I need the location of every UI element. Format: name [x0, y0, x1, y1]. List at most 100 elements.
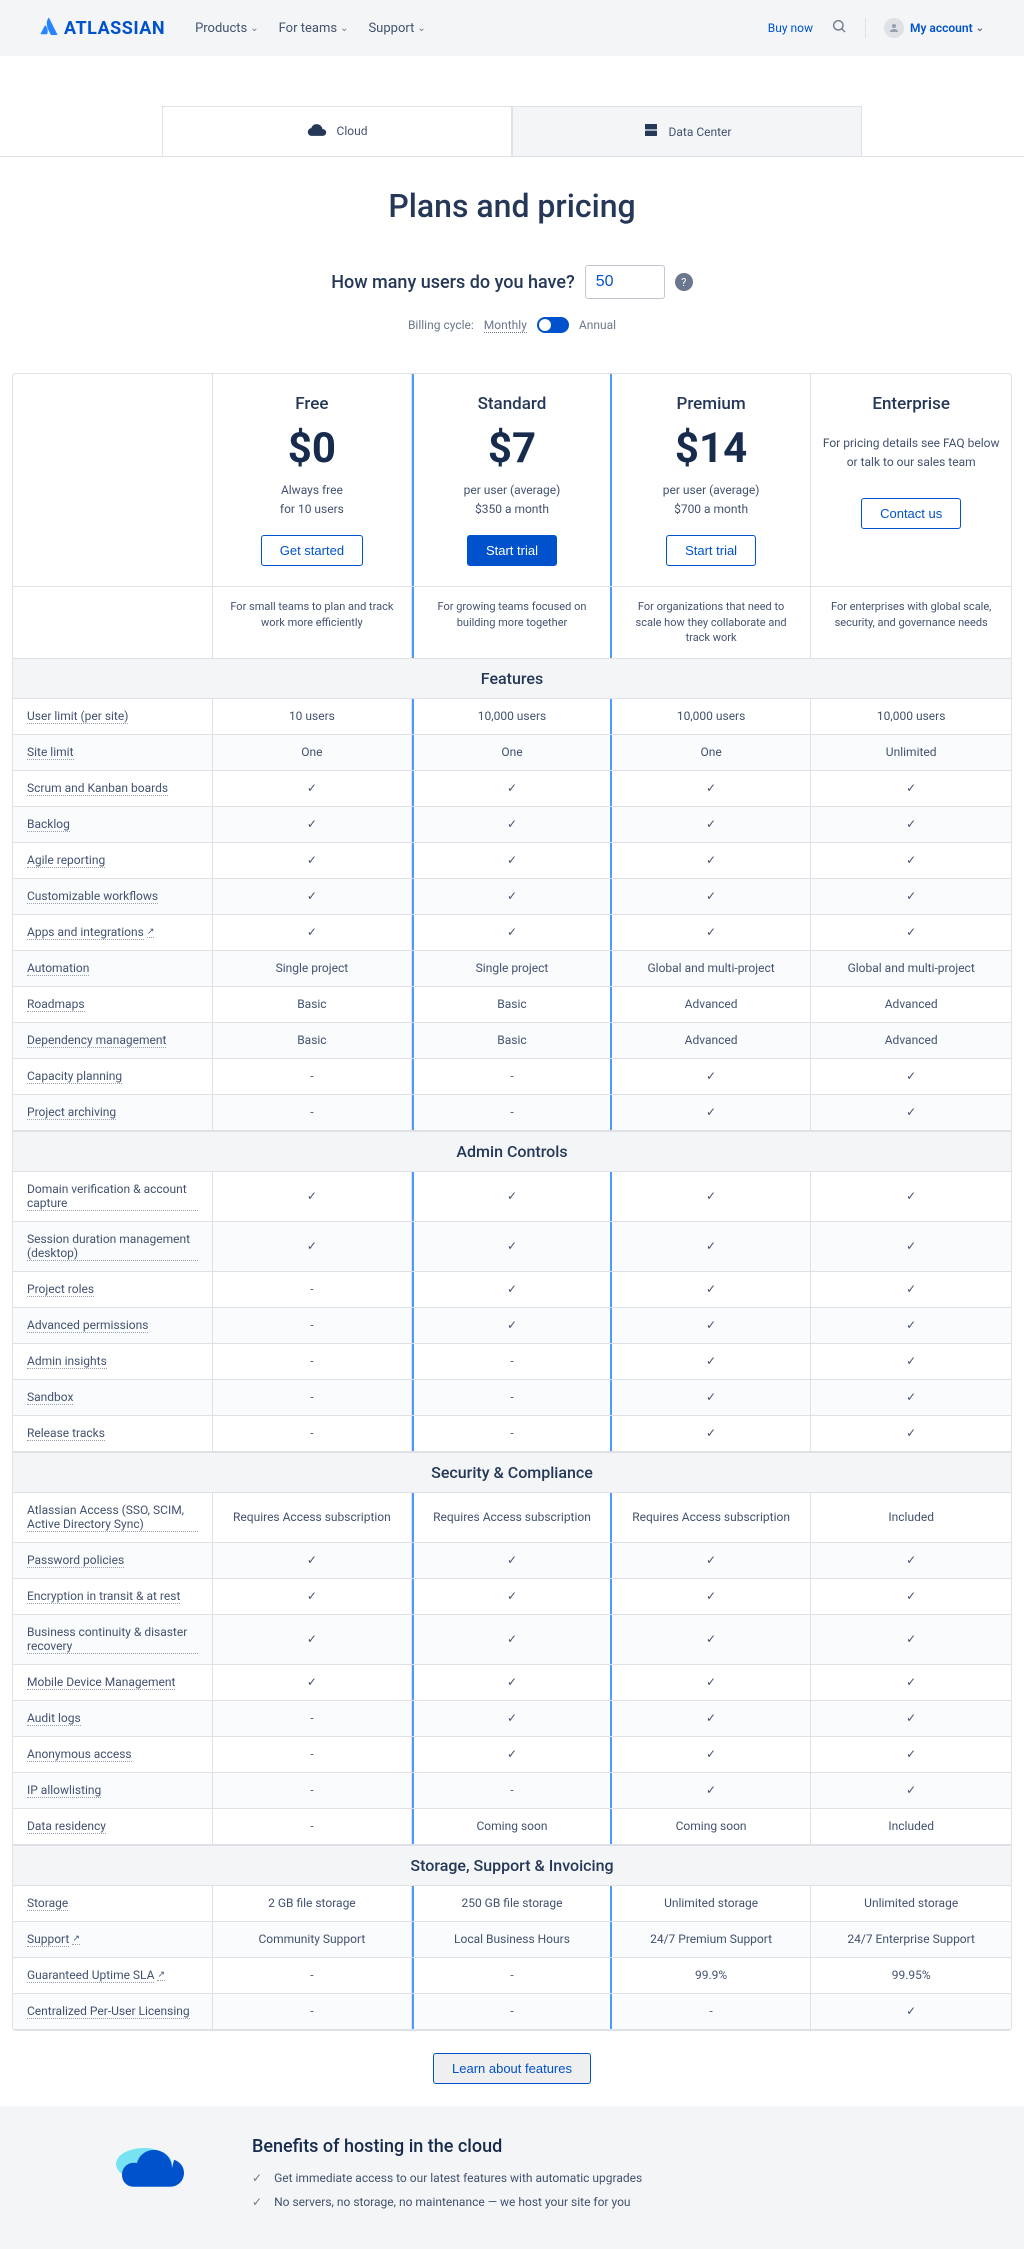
check-icon: ✓ — [906, 1553, 916, 1567]
check-icon: ✓ — [906, 2004, 916, 2018]
feature-row: Session duration management (desktop)✓✓✓… — [13, 1222, 1011, 1272]
check-icon: ✓ — [906, 1675, 916, 1689]
cloud-icon — [307, 123, 327, 140]
search-icon[interactable] — [831, 18, 847, 38]
billing-monthly[interactable]: Monthly — [484, 318, 527, 333]
feature-value: - — [213, 1344, 413, 1379]
contact-us-button[interactable]: Contact us — [861, 498, 961, 529]
feature-value: 99.95% — [811, 1958, 1011, 1993]
feature-value: ✓ — [612, 1665, 812, 1700]
billing-toggle[interactable] — [537, 317, 569, 333]
buy-now-link[interactable]: Buy now — [768, 21, 813, 35]
feature-value: ✓ — [811, 1579, 1011, 1614]
feature-label: Encryption in transit & at rest — [13, 1579, 213, 1614]
feature-value: ✓ — [612, 1579, 812, 1614]
feature-value: Local Business Hours — [412, 1922, 612, 1957]
nav-products[interactable]: Products⌄ — [195, 21, 259, 36]
nav-teams[interactable]: For teams⌄ — [279, 21, 349, 36]
avatar-icon — [884, 18, 904, 38]
benefits-title: Benefits of hosting in the cloud — [252, 2136, 642, 2157]
check-icon: ✓ — [906, 1239, 916, 1253]
tab-datacenter[interactable]: Data Center — [512, 106, 862, 156]
feature-label: Mobile Device Management — [13, 1665, 213, 1700]
feature-value: ✓ — [811, 1380, 1011, 1415]
feature-label: Customizable workflows — [13, 879, 213, 914]
feature-row: Customizable workflows✓✓✓✓ — [13, 879, 1011, 915]
feature-label: Release tracks — [13, 1416, 213, 1451]
feature-row: Agile reporting✓✓✓✓ — [13, 843, 1011, 879]
feature-label: Centralized Per-User Licensing — [13, 1994, 213, 2029]
tab-cloud[interactable]: Cloud — [162, 106, 512, 156]
tab-cloud-label: Cloud — [337, 124, 368, 138]
my-account-menu[interactable]: My account ⌄ — [884, 18, 984, 38]
check-icon: ✓ — [507, 853, 517, 867]
feature-value: ✓ — [412, 1308, 612, 1343]
feature-value: ✓ — [811, 1344, 1011, 1379]
feature-row: Password policies✓✓✓✓ — [13, 1543, 1011, 1579]
feature-value: ✓ — [412, 771, 612, 806]
logo[interactable]: ATLASSIAN — [40, 17, 165, 40]
feature-value: Coming soon — [412, 1809, 612, 1844]
check-icon: ✓ — [906, 1105, 916, 1119]
check-icon: ✓ — [307, 853, 317, 867]
feature-row: Capacity planning--✓✓ — [13, 1059, 1011, 1095]
feature-row: Mobile Device Management✓✓✓✓ — [13, 1665, 1011, 1701]
check-icon: ✓ — [307, 1189, 317, 1203]
feature-value: ✓ — [213, 807, 413, 842]
check-icon: ✓ — [307, 781, 317, 795]
feature-label: Agile reporting — [13, 843, 213, 878]
feature-row: Encryption in transit & at rest✓✓✓✓ — [13, 1579, 1011, 1615]
plan-price: $14 — [622, 424, 801, 473]
get-started-button[interactable]: Get started — [261, 535, 363, 566]
feature-value: 24/7 Premium Support — [612, 1922, 812, 1957]
feature-row: Project roles-✓✓✓ — [13, 1272, 1011, 1308]
feature-value: ✓ — [811, 771, 1011, 806]
learn-about-features-button[interactable]: Learn about features — [433, 2053, 591, 2084]
billing-cycle-row: Billing cycle: Monthly Annual — [0, 317, 1024, 333]
feature-value: ✓ — [612, 1701, 812, 1736]
check-icon: ✓ — [307, 1239, 317, 1253]
feature-value: ✓ — [612, 1543, 812, 1578]
feature-value: - — [213, 1272, 413, 1307]
check-icon: ✓ — [906, 1354, 916, 1368]
check-icon: ✓ — [252, 2195, 262, 2209]
start-trial-button[interactable]: Start trial — [467, 535, 557, 566]
feature-value: ✓ — [412, 1543, 612, 1578]
check-icon: ✓ — [706, 1069, 716, 1083]
feature-value: ✓ — [612, 1615, 812, 1664]
feature-value: ✓ — [811, 1994, 1011, 2029]
check-icon: ✓ — [252, 2171, 262, 2185]
feature-value: ✓ — [612, 1416, 812, 1451]
feature-value: ✓ — [811, 1308, 1011, 1343]
feature-value: Requires Access subscription — [612, 1493, 812, 1542]
feature-label: Project roles — [13, 1272, 213, 1307]
check-icon: ✓ — [706, 1318, 716, 1332]
check-icon: ✓ — [706, 853, 716, 867]
check-icon: ✓ — [307, 1632, 317, 1646]
feature-value: ✓ — [811, 1615, 1011, 1664]
feature-value: ✓ — [811, 1095, 1011, 1130]
external-link-icon: ↗ — [147, 927, 155, 938]
feature-row: Anonymous access-✓✓✓ — [13, 1737, 1011, 1773]
feature-value: ✓ — [213, 771, 413, 806]
nav-support[interactable]: Support⌄ — [368, 21, 425, 36]
feature-value: ✓ — [612, 807, 812, 842]
cloud-graphic-icon — [112, 2136, 202, 2200]
billing-label: Billing cycle: — [408, 318, 474, 332]
help-icon[interactable]: ? — [675, 273, 693, 291]
feature-value: Advanced — [811, 1023, 1011, 1058]
feature-value: - — [412, 1416, 612, 1451]
feature-label: Support↗ — [13, 1922, 213, 1957]
feature-value: ✓ — [213, 843, 413, 878]
check-icon: ✓ — [906, 1589, 916, 1603]
start-trial-button[interactable]: Start trial — [666, 535, 756, 566]
section-security: Security & Compliance — [13, 1452, 1011, 1493]
feature-value: Basic — [213, 987, 413, 1022]
section-features: Features — [13, 658, 1011, 699]
check-icon: ✓ — [507, 1632, 517, 1646]
check-icon: ✓ — [507, 1747, 517, 1761]
feature-value: ✓ — [612, 1059, 812, 1094]
users-input[interactable] — [585, 265, 665, 299]
feature-row: Sandbox--✓✓ — [13, 1380, 1011, 1416]
check-icon: ✓ — [507, 925, 517, 939]
